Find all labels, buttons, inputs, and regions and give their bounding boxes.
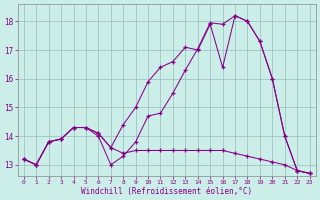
X-axis label: Windchill (Refroidissement éolien,°C): Windchill (Refroidissement éolien,°C) <box>81 187 252 196</box>
